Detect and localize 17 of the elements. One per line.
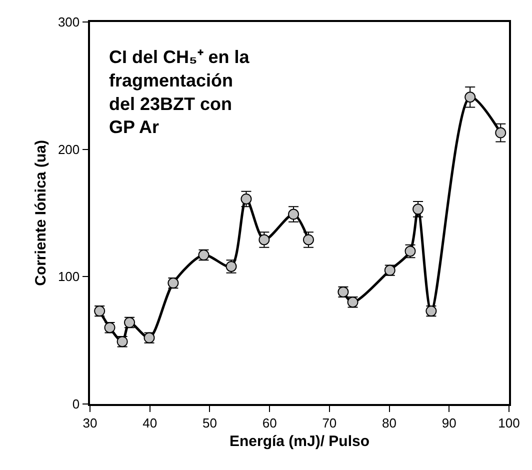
y-axis-title: Corriente Iónica (ua) [32, 140, 50, 286]
x-tick-label: 50 [202, 415, 217, 430]
x-tick-label: 30 [82, 415, 98, 430]
x-tick-label: 60 [262, 415, 277, 430]
y-tick-label: 100 [58, 269, 80, 284]
x-tick-label: 80 [382, 415, 397, 430]
x-tick-label: 70 [322, 415, 337, 430]
text: CI del CH₅⁺ en la fragmentación del 23BZT con GP Ar [109, 47, 250, 138]
y-tick-label: 0 [72, 396, 80, 412]
y-tick-label: 200 [58, 142, 80, 157]
x-tick-label: 100 [498, 415, 520, 430]
x-tick-label: 40 [142, 415, 158, 430]
point [495, 127, 506, 138]
x-axis-title: Energía (mJ)/ Pulso [229, 432, 370, 450]
x-tick-label: 90 [442, 415, 456, 430]
point [464, 92, 476, 103]
y-tick-label: 300 [58, 14, 80, 30]
